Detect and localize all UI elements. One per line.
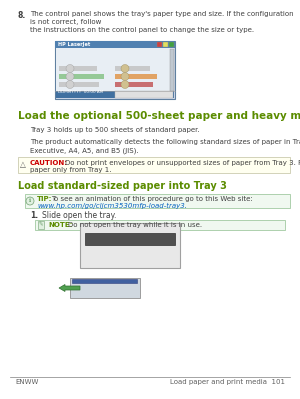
Text: To see an animation of this procedure go to this Web site:: To see an animation of this procedure go…	[51, 196, 253, 202]
Text: www.hp.com/go/cljcm3530mfp-load-tray3.: www.hp.com/go/cljcm3530mfp-load-tray3.	[37, 203, 187, 209]
Text: Load the optional 500-sheet paper and heavy media tray (Tray 3): Load the optional 500-sheet paper and he…	[18, 111, 300, 121]
Text: △: △	[20, 160, 26, 169]
Text: HP LaserJet: HP LaserJet	[58, 42, 90, 47]
Circle shape	[66, 65, 74, 73]
Bar	[72, 279, 137, 283]
Text: DDMMYYYY  00:00 AM: DDMMYYYY 00:00 AM	[58, 90, 103, 94]
Bar	[38, 221, 44, 229]
Circle shape	[121, 65, 129, 73]
Text: NOTE:: NOTE:	[48, 222, 72, 228]
FancyArrowPatch shape	[74, 283, 137, 292]
Circle shape	[26, 197, 34, 205]
Bar	[115, 91, 173, 98]
Bar	[35, 220, 285, 230]
Circle shape	[66, 81, 74, 89]
Bar	[18, 157, 290, 173]
Bar	[115, 82, 153, 87]
Bar	[85, 233, 175, 245]
Text: Tray 3 holds up to 500 sheets of standard paper.: Tray 3 holds up to 500 sheets of standar…	[30, 127, 200, 133]
Bar	[157, 42, 162, 47]
Bar	[25, 194, 290, 208]
Bar	[59, 82, 99, 87]
Text: ENWW: ENWW	[15, 379, 38, 385]
Text: The control panel shows the tray's paper type and size. If the configuration is : The control panel shows the tray's paper…	[30, 11, 294, 33]
Text: The product automatically detects the following standard sizes of paper in Tray : The product automatically detects the fo…	[30, 139, 300, 154]
Text: ℹ: ℹ	[29, 198, 31, 203]
Bar	[80, 223, 180, 268]
Circle shape	[121, 73, 129, 81]
Text: CAUTION:: CAUTION:	[30, 160, 68, 166]
Bar	[55, 41, 175, 48]
Bar	[115, 74, 157, 79]
Text: ✎: ✎	[39, 223, 43, 227]
Bar	[59, 66, 97, 71]
Bar	[59, 74, 104, 79]
Text: Load standard-sized paper into Tray 3: Load standard-sized paper into Tray 3	[18, 181, 227, 191]
Bar	[163, 42, 168, 47]
Text: 1.: 1.	[30, 211, 38, 220]
Text: TIP:: TIP:	[37, 196, 52, 202]
Text: paper only from Tray 1.: paper only from Tray 1.	[30, 167, 112, 173]
Bar	[56, 48, 174, 98]
FancyBboxPatch shape	[55, 41, 175, 99]
Polygon shape	[70, 278, 140, 298]
FancyArrow shape	[59, 284, 80, 292]
Bar	[115, 66, 150, 71]
Circle shape	[66, 73, 74, 81]
Circle shape	[121, 81, 129, 89]
Text: 8.: 8.	[18, 11, 26, 20]
Text: Do not print envelopes or unsupported sizes of paper from Tray 3. Print these ty: Do not print envelopes or unsupported si…	[65, 160, 300, 166]
Bar	[170, 49, 174, 91]
Bar	[169, 42, 174, 47]
Text: Load paper and print media  101: Load paper and print media 101	[170, 379, 285, 385]
Bar	[56, 91, 174, 98]
Text: Slide open the tray.: Slide open the tray.	[42, 211, 116, 220]
Text: Do not open the tray while it is in use.: Do not open the tray while it is in use.	[68, 222, 202, 228]
